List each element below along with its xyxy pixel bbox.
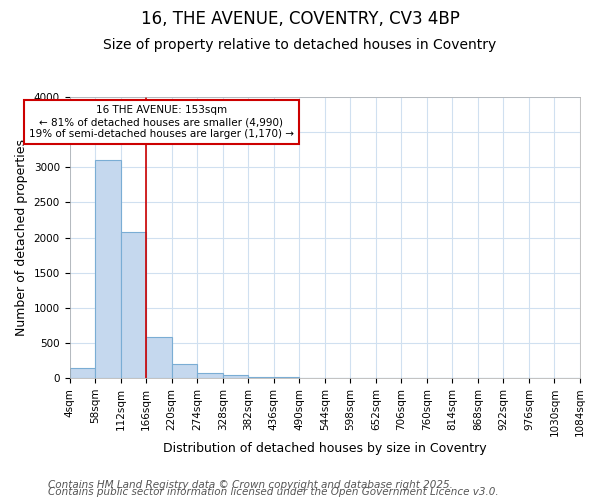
Text: Contains public sector information licensed under the Open Government Licence v3: Contains public sector information licen… (48, 487, 499, 497)
Y-axis label: Number of detached properties: Number of detached properties (15, 139, 28, 336)
Bar (70, 368, 95, 378)
Bar (223, 376, 248, 378)
Text: Size of property relative to detached houses in Coventry: Size of property relative to detached ho… (103, 38, 497, 52)
Text: 16 THE AVENUE: 153sqm
← 81% of detached houses are smaller (4,990)
19% of semi-d: 16 THE AVENUE: 153sqm ← 81% of detached … (29, 106, 294, 138)
Bar (172, 364, 197, 378)
Bar (146, 338, 172, 378)
Bar (197, 373, 223, 378)
X-axis label: Distribution of detached houses by size in Coventry: Distribution of detached houses by size … (163, 442, 487, 455)
Text: Contains HM Land Registry data © Crown copyright and database right 2025.: Contains HM Land Registry data © Crown c… (48, 480, 453, 490)
Bar (274, 376, 299, 378)
Bar (95, 160, 121, 378)
Text: 16, THE AVENUE, COVENTRY, CV3 4BP: 16, THE AVENUE, COVENTRY, CV3 4BP (140, 10, 460, 28)
Bar (121, 232, 146, 378)
Bar (248, 376, 274, 378)
